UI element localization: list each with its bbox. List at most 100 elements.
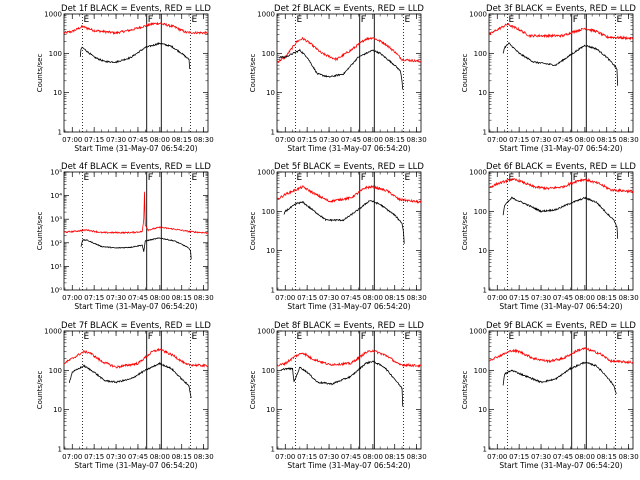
time-marker-label: E <box>508 173 514 183</box>
time-marker-label: F <box>148 332 153 342</box>
y-tick-label: 1000 <box>257 11 275 19</box>
x-tick-label: 07:00 <box>275 136 295 144</box>
plot-frame <box>276 13 422 133</box>
panel-det-3: Det 3f BLACK = Events, RED = LLD 1 10 100 10… <box>461 4 639 153</box>
y-tick-label: 10 <box>53 89 62 97</box>
events-series-line <box>283 200 405 244</box>
panel-title: Det 5f BLACK = Events, RED = LLD <box>274 162 424 172</box>
x-axis-label: Start Time (31-May-07 06:54:20) <box>74 302 197 311</box>
x-tick-label: 07:30 <box>531 136 551 144</box>
time-marker-label: F <box>148 15 153 25</box>
y-tick-label: 1 <box>271 129 275 137</box>
panel-title: Det 4f BLACK = Events, RED = LLD <box>61 162 211 172</box>
time-marker-label: F <box>148 173 153 183</box>
x-tick-label: 08:00 <box>575 136 595 144</box>
y-tick-label: 100 <box>474 208 487 216</box>
lld-series-line <box>277 36 421 64</box>
y-axis-label: Counts/sec <box>461 371 469 410</box>
events-series-line <box>502 361 617 395</box>
x-tick-label: 08:15 <box>385 453 405 461</box>
y-axis-label: Counts/sec <box>249 54 257 93</box>
x-tick-label: 07:00 <box>62 136 82 144</box>
x-tick-label: 07:15 <box>84 136 104 144</box>
x-axis-label: Start Time (31-May-07 06:54:20) <box>287 302 410 311</box>
x-tick-label: 07:45 <box>553 294 573 302</box>
panel-det-8: Det 8f BLACK = Events, RED = LLD 1 10 100 10… <box>249 321 427 470</box>
x-tick-label: 08:30 <box>407 294 427 302</box>
x-tick-label: 08:00 <box>575 294 595 302</box>
time-marker-label: F <box>573 15 578 25</box>
plot-frame <box>63 171 209 291</box>
panel-title: Det 8f BLACK = Events, RED = LLD <box>274 321 424 331</box>
y-tick-label: 10 <box>478 247 487 255</box>
y-tick-label: 1000 <box>469 169 487 177</box>
x-tick-label: 07:15 <box>509 453 529 461</box>
y-tick-label: 100 <box>49 367 62 375</box>
y-axis-label: Counts/sec <box>36 54 44 93</box>
x-tick-label: 07:00 <box>487 453 507 461</box>
time-marker-label: E <box>296 173 302 183</box>
x-tick-label: 08:30 <box>194 136 214 144</box>
y-axis-label: Counts/sec <box>249 371 257 410</box>
x-tick-label: 08:30 <box>407 453 427 461</box>
y-tick-label: 10⁴ <box>50 192 62 200</box>
y-tick-label: 10 <box>478 89 487 97</box>
x-axis-label: Start Time (31-May-07 06:54:20) <box>499 302 622 311</box>
x-tick-label: 08:00 <box>150 453 170 461</box>
y-tick-label: 100 <box>262 208 275 216</box>
x-tick-label: 08:00 <box>363 136 383 144</box>
time-marker-label: F <box>361 332 366 342</box>
y-tick-label: 10 <box>266 247 275 255</box>
x-tick-label: 07:30 <box>319 453 339 461</box>
x-tick-label: 07:15 <box>509 136 529 144</box>
x-tick-label: 08:15 <box>172 453 192 461</box>
y-tick-label: 1 <box>483 446 487 454</box>
time-marker-label: E <box>83 173 89 183</box>
events-series-line <box>280 360 404 407</box>
time-marker-label: E <box>83 15 89 25</box>
y-tick-label: 1 <box>483 129 487 137</box>
time-marker-label: E <box>404 332 410 342</box>
y-axis-label: Counts/sec <box>36 371 44 410</box>
y-tick-label: 1000 <box>469 328 487 336</box>
plot-frame <box>276 330 422 450</box>
panel-title: Det 1f BLACK = Events, RED = LLD <box>61 4 211 14</box>
y-tick-label: 1000 <box>469 11 487 19</box>
events-series-line <box>68 361 192 398</box>
lld-series-line <box>277 184 421 204</box>
time-marker-label: E <box>616 332 622 342</box>
panel-det-5: Det 5f BLACK = Events, RED = LLD 1 10 100 10… <box>249 162 427 311</box>
x-tick-label: 07:00 <box>275 453 295 461</box>
x-tick-label: 07:30 <box>106 136 126 144</box>
y-tick-label: 10 <box>478 406 487 414</box>
panel-det-6: Det 6f BLACK = Events, RED = LLD 1 10 100 10… <box>461 162 639 311</box>
time-marker-label: E <box>508 332 514 342</box>
x-tick-label: 07:00 <box>275 294 295 302</box>
x-tick-label: 08:30 <box>194 294 214 302</box>
events-series-line <box>79 41 191 70</box>
time-marker-label: E <box>191 332 197 342</box>
time-marker-label: F <box>573 332 578 342</box>
x-tick-label: 08:15 <box>172 294 192 302</box>
y-tick-label: 1 <box>271 446 275 454</box>
plot-frame <box>63 330 209 450</box>
time-marker-label: E <box>83 332 89 342</box>
x-tick-label: 08:30 <box>407 136 427 144</box>
x-tick-label: 07:45 <box>128 453 148 461</box>
y-tick-label: 10² <box>50 239 62 247</box>
time-marker-label: E <box>404 173 410 183</box>
time-marker-label: E <box>508 15 514 25</box>
x-tick-label: 08:00 <box>150 294 170 302</box>
events-series-line <box>80 237 192 260</box>
x-tick-label: 07:30 <box>106 294 126 302</box>
y-tick-label: 1 <box>58 446 62 454</box>
y-tick-label: 10⁵ <box>50 169 62 177</box>
x-tick-label: 07:45 <box>553 136 573 144</box>
lld-series-line <box>277 349 421 369</box>
x-tick-label: 07:30 <box>319 136 339 144</box>
lld-series-line <box>489 177 633 194</box>
time-marker-label: E <box>296 15 302 25</box>
x-tick-label: 07:30 <box>319 294 339 302</box>
plot-frame <box>63 13 209 133</box>
